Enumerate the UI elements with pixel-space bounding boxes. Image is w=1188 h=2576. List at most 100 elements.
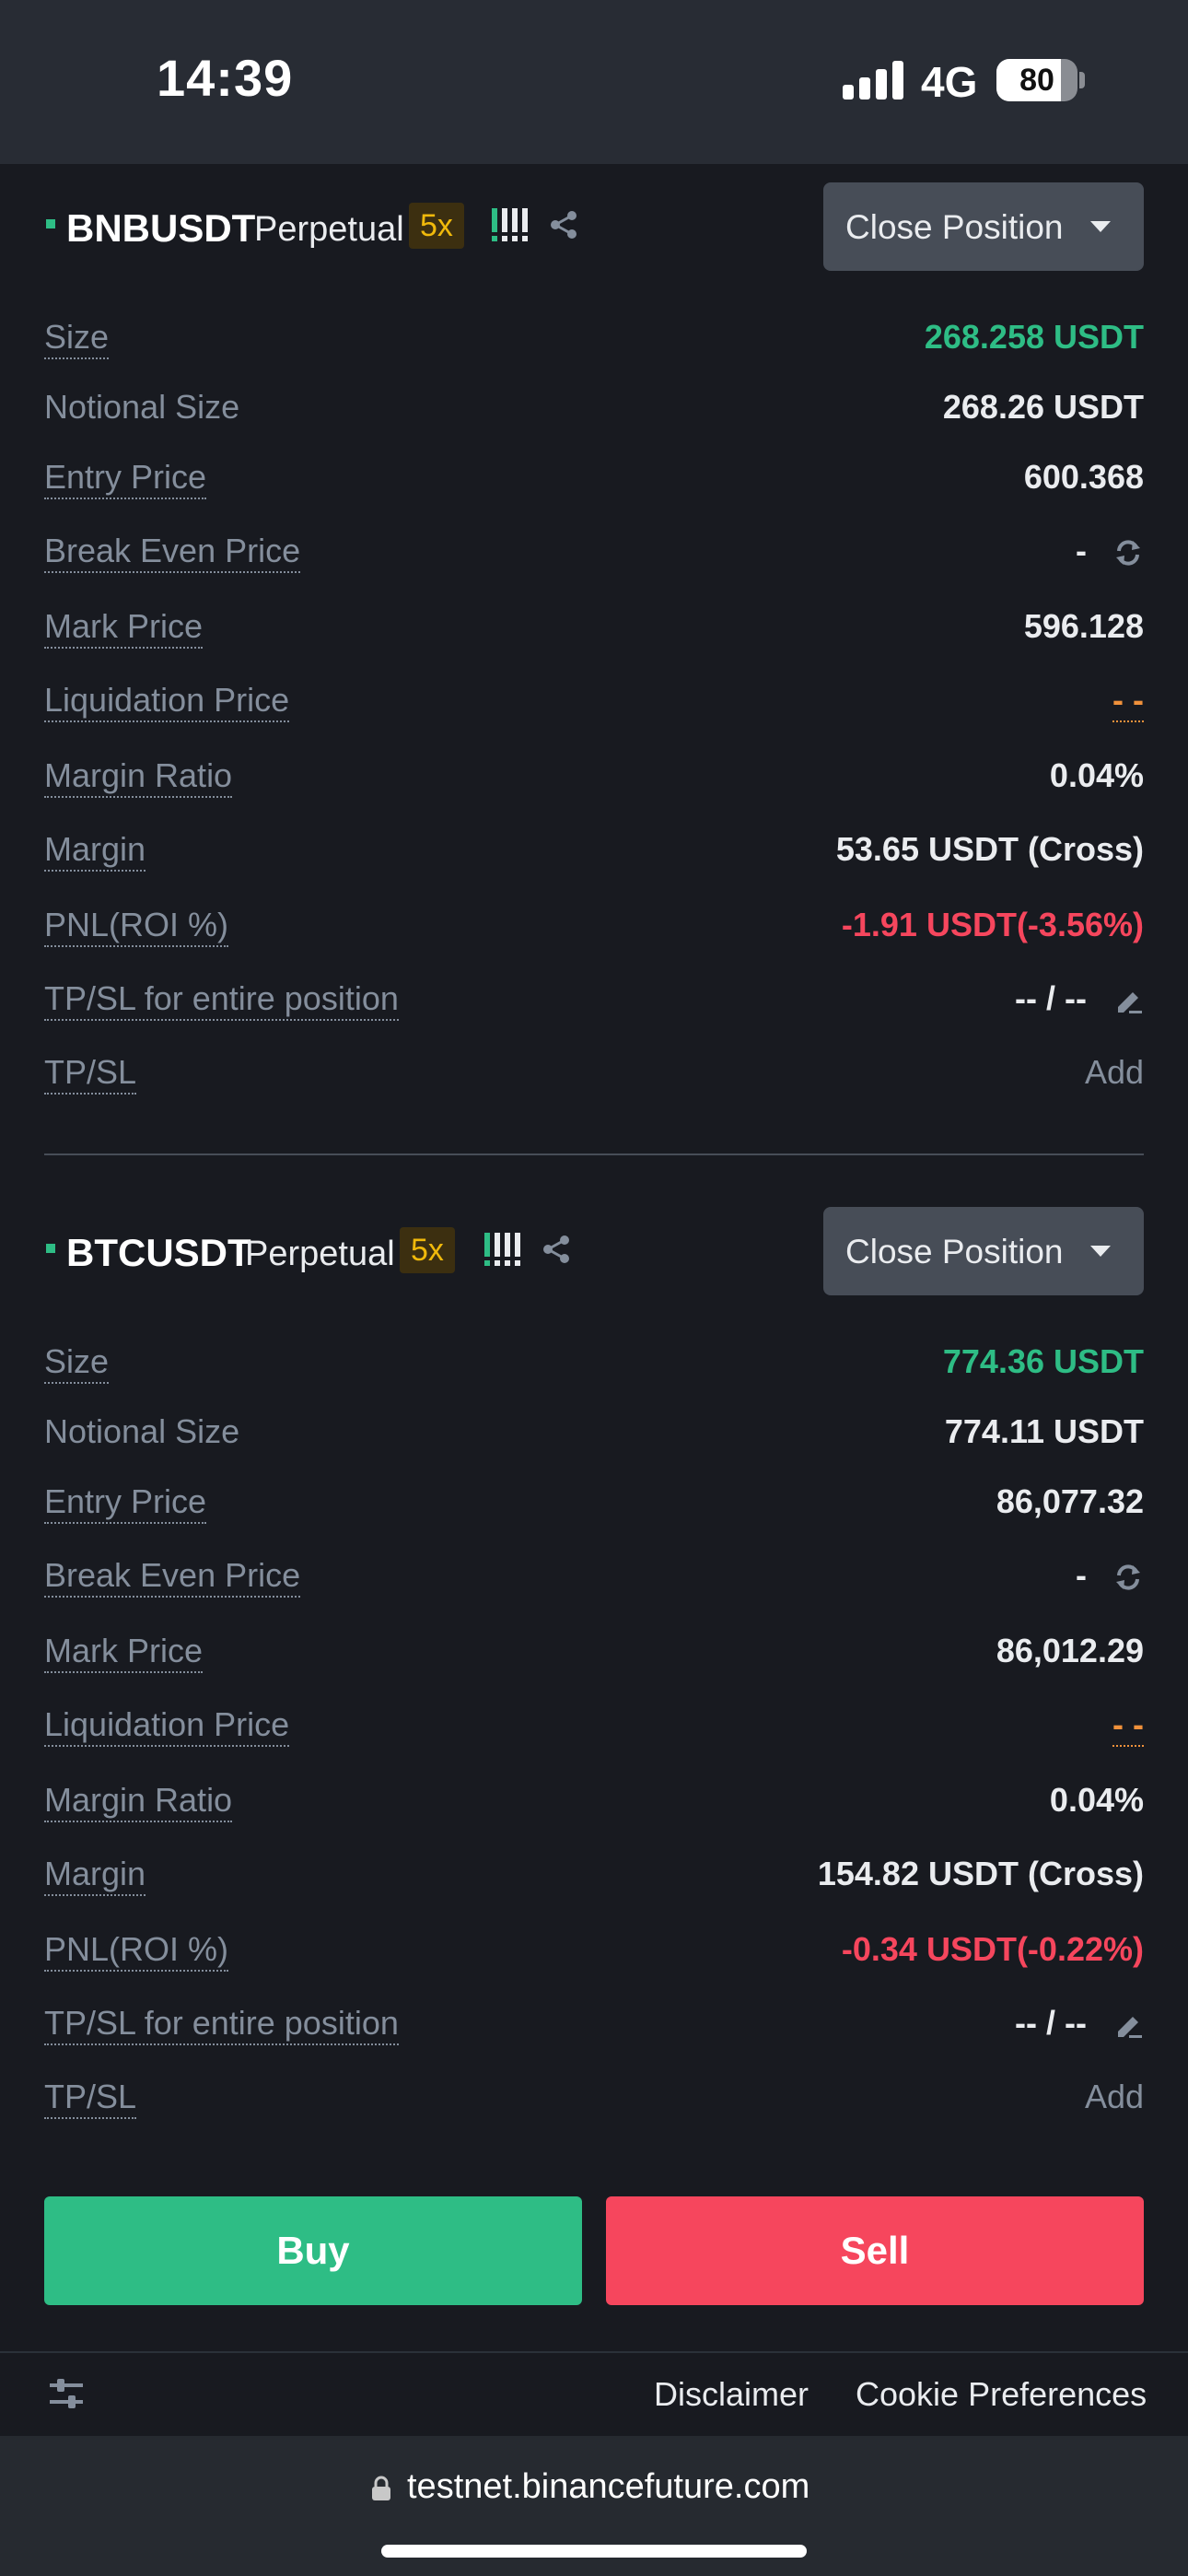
- mark-price-row: Mark Price 596.128: [44, 601, 1144, 656]
- chevron-down-icon: [1090, 1246, 1111, 1257]
- liquidation-price-cell: - -: [1112, 681, 1144, 722]
- break-even-label[interactable]: Break Even Price: [44, 1557, 301, 1598]
- sell-button[interactable]: Sell: [606, 2196, 1144, 2305]
- tpsl-entire-value: -- / --: [1015, 2004, 1087, 2042]
- margin-value: 154.82 USDT (Cross): [817, 1855, 1144, 1892]
- entry-price-row: Entry Price 600.368: [44, 451, 1144, 507]
- margin-ratio-label[interactable]: Margin Ratio: [44, 1782, 233, 1822]
- long-side-indicator: [46, 219, 55, 228]
- margin-ratio-value: 0.04%: [1049, 1781, 1144, 1819]
- edit-icon[interactable]: [1112, 985, 1144, 1016]
- break-even-value: -: [1075, 1556, 1087, 1594]
- long-side-indicator: [46, 1244, 55, 1253]
- position-card-btcusdt: BTCUSDT Perpetual 5x Close Position Size…: [44, 1207, 1144, 2128]
- url-text[interactable]: testnet.binancefuture.com: [407, 2467, 810, 2506]
- pnl-label[interactable]: PNL(ROI %): [44, 907, 229, 947]
- tpsl-label[interactable]: TP/SL: [44, 2078, 137, 2119]
- liquidation-price-row: Liquidation Price - -: [44, 674, 1144, 730]
- break-even-row: Break Even Price -: [44, 1550, 1144, 1605]
- margin-ratio-value: 0.04%: [1049, 756, 1144, 794]
- margin-ratio-row: Margin Ratio 0.04%: [44, 750, 1144, 805]
- tpsl-entire-cell: -- / --: [1015, 980, 1144, 1017]
- entry-price-label[interactable]: Entry Price: [44, 1483, 207, 1524]
- share-icon[interactable]: [547, 208, 580, 241]
- refresh-icon[interactable]: [1112, 537, 1144, 568]
- pnl-value: -1.91 USDT(-3.56%): [841, 906, 1144, 943]
- mark-price-row: Mark Price 86,012.29: [44, 1625, 1144, 1680]
- mark-price-label[interactable]: Mark Price: [44, 608, 204, 649]
- margin-ratio-label[interactable]: Margin Ratio: [44, 757, 233, 798]
- break-even-row: Break Even Price -: [44, 525, 1144, 580]
- disclaimer-link[interactable]: Disclaimer: [654, 2375, 809, 2413]
- battery-percent: 80: [1019, 63, 1054, 98]
- break-even-cell: -: [1076, 533, 1144, 569]
- margin-label[interactable]: Margin: [44, 831, 146, 872]
- break-even-value: -: [1075, 532, 1087, 569]
- adl-indicator-icon[interactable]: [488, 201, 536, 249]
- sliders-settings-icon[interactable]: [48, 2375, 85, 2412]
- size-row: Size 774.36 USDT: [44, 1336, 1144, 1391]
- chevron-down-icon: [1090, 221, 1111, 232]
- notional-size-row: Notional Size 268.26 USDT: [44, 381, 1144, 437]
- notional-size-label: Notional Size: [44, 388, 240, 426]
- tpsl-label[interactable]: TP/SL: [44, 1054, 137, 1095]
- entry-price-label[interactable]: Entry Price: [44, 459, 207, 499]
- battery-fill: [996, 59, 1061, 101]
- entry-price-row: Entry Price 86,077.32: [44, 1476, 1144, 1531]
- notional-size-value: 774.11 USDT: [944, 1412, 1144, 1450]
- position-header: BTCUSDT Perpetual 5x Close Position: [44, 1207, 1144, 1295]
- battery-tip: [1079, 72, 1085, 88]
- tpsl-add-link[interactable]: Add: [1084, 1053, 1144, 1091]
- mark-price-label[interactable]: Mark Price: [44, 1633, 204, 1673]
- contract-type: Perpetual: [254, 210, 404, 249]
- edit-icon[interactable]: [1112, 2009, 1144, 2041]
- battery-icon: 80: [996, 59, 1077, 101]
- close-position-label: Close Position: [845, 208, 1064, 246]
- contract-type: Perpetual: [245, 1235, 395, 1273]
- size-label[interactable]: Size: [44, 1343, 110, 1384]
- cookie-preferences-link[interactable]: Cookie Preferences: [856, 2375, 1147, 2413]
- liquidation-price-row: Liquidation Price - -: [44, 1699, 1144, 1754]
- size-row: Size 268.258 USDT: [44, 311, 1144, 367]
- share-icon[interactable]: [540, 1233, 573, 1266]
- position-symbol[interactable]: BTCUSDT: [66, 1231, 251, 1274]
- margin-value: 53.65 USDT (Cross): [835, 830, 1144, 868]
- adl-indicator-icon[interactable]: [481, 1225, 529, 1273]
- size-label[interactable]: Size: [44, 319, 110, 359]
- pnl-value: -0.34 USDT(-0.22%): [841, 1930, 1144, 1968]
- tpsl-row: TP/SL Add: [44, 1047, 1144, 1102]
- tpsl-row: TP/SL Add: [44, 2071, 1144, 2126]
- liquidation-price-value[interactable]: - -: [1112, 681, 1144, 722]
- liquidation-price-value[interactable]: - -: [1112, 1705, 1144, 1747]
- position-symbol[interactable]: BNBUSDT: [66, 206, 256, 250]
- mark-price-value: 596.128: [1023, 607, 1144, 645]
- leverage-badge[interactable]: 5x: [409, 203, 464, 249]
- margin-label[interactable]: Margin: [44, 1856, 146, 1896]
- tpsl-add-link[interactable]: Add: [1084, 2078, 1144, 2115]
- margin-row: Margin 154.82 USDT (Cross): [44, 1848, 1144, 1903]
- pnl-label[interactable]: PNL(ROI %): [44, 1931, 229, 1972]
- liquidation-price-label[interactable]: Liquidation Price: [44, 1706, 290, 1747]
- refresh-icon[interactable]: [1112, 1562, 1144, 1593]
- break-even-label[interactable]: Break Even Price: [44, 533, 301, 573]
- position-header: BNBUSDT Perpetual 5x Close Position: [44, 182, 1144, 271]
- entry-price-value: 600.368: [1023, 458, 1144, 496]
- liquidation-price-label[interactable]: Liquidation Price: [44, 682, 290, 722]
- size-value: 774.36 USDT: [942, 1342, 1144, 1380]
- size-value: 268.258 USDT: [924, 318, 1144, 356]
- margin-ratio-row: Margin Ratio 0.04%: [44, 1774, 1144, 1830]
- home-indicator[interactable]: [381, 2545, 807, 2558]
- entry-price-value: 86,077.32: [996, 1482, 1144, 1520]
- position-divider: [44, 1153, 1144, 1155]
- tpsl-entire-label[interactable]: TP/SL for entire position: [44, 2005, 399, 2045]
- tpsl-entire-label[interactable]: TP/SL for entire position: [44, 980, 399, 1021]
- close-position-label: Close Position: [845, 1233, 1064, 1270]
- browser-address-bar[interactable]: testnet.binancefuture.com: [0, 2436, 1188, 2576]
- close-position-button[interactable]: Close Position: [823, 1207, 1144, 1295]
- close-position-button[interactable]: Close Position: [823, 182, 1144, 271]
- status-bar: 14:39 4G 80: [0, 0, 1188, 164]
- break-even-cell: -: [1076, 1557, 1144, 1594]
- tpsl-entire-row: TP/SL for entire position -- / --: [44, 973, 1144, 1028]
- buy-button[interactable]: Buy: [44, 2196, 582, 2305]
- leverage-badge[interactable]: 5x: [400, 1227, 455, 1273]
